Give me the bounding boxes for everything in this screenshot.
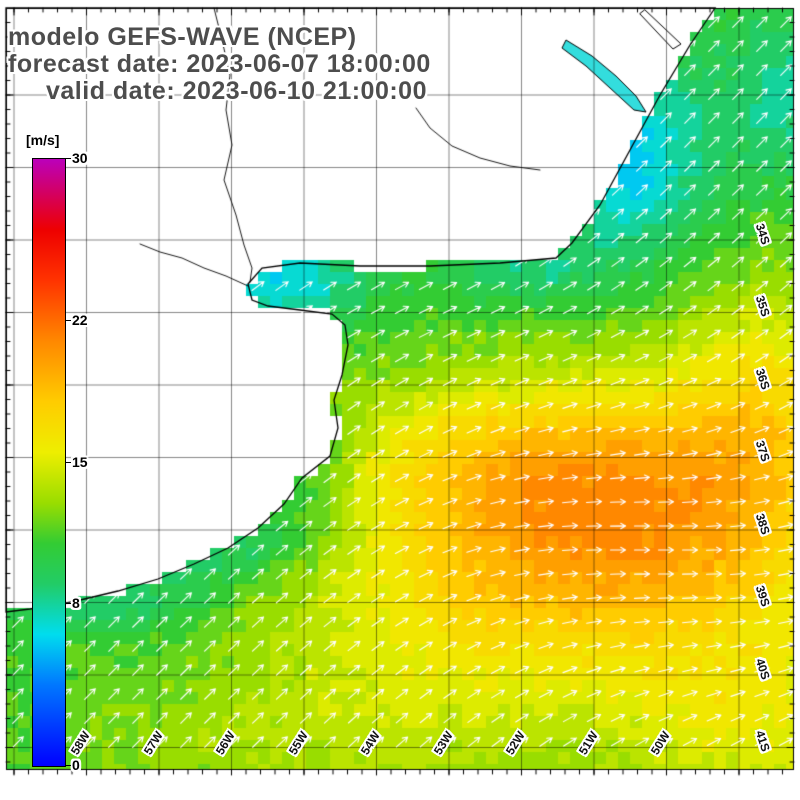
colorbar-tick-label: 22 — [72, 311, 88, 328]
title-block: modelo GEFS-WAVE (NCEP) forecast date: 2… — [8, 24, 431, 105]
colorbar-tick-label: 0 — [72, 757, 80, 773]
colorbar-tick-mark — [65, 603, 71, 605]
colorbar-tick-label: 8 — [72, 595, 80, 612]
forecast-date-label: forecast date: 2023-06-07 18:00:00 — [8, 50, 431, 78]
colorbar-tick-label: 30 — [72, 150, 88, 166]
colorbar-tick-mark — [65, 765, 71, 766]
model-title: modelo GEFS-WAVE (NCEP) — [8, 23, 357, 51]
colorbar-tick-mark — [65, 158, 71, 159]
colorbar-unit-label: [m/s] — [26, 132, 60, 148]
colorbar-tick-mark — [65, 461, 71, 463]
colorbar-tick-mark — [65, 319, 71, 321]
valid-date-label: valid date: 2023-06-10 21:00:00 — [46, 77, 427, 105]
colorbar-tick-label: 15 — [72, 453, 88, 470]
colorbar-gradient — [32, 158, 66, 767]
